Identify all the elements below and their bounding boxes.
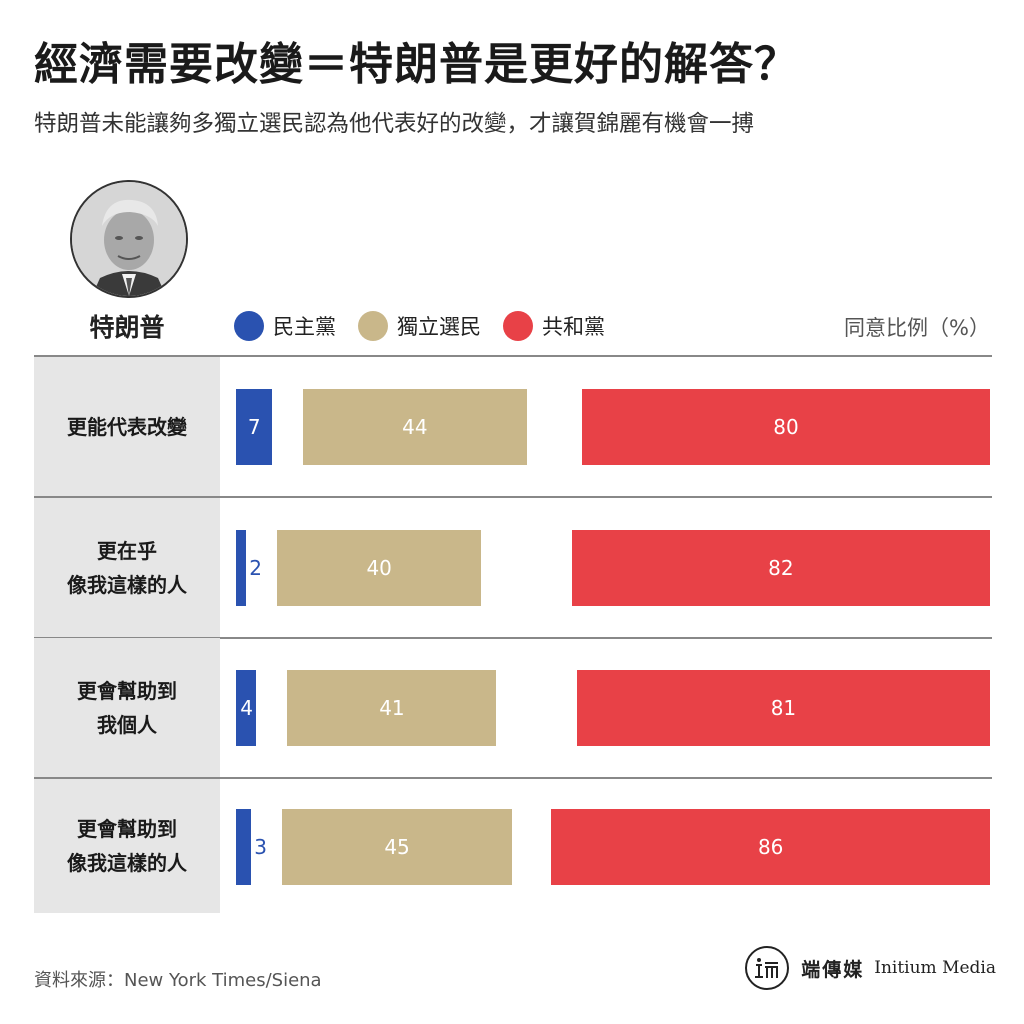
row-divider bbox=[34, 637, 992, 639]
data-label-independent: 40 bbox=[366, 556, 392, 580]
trump-portrait bbox=[70, 180, 188, 298]
data-label-republican: 80 bbox=[773, 415, 799, 439]
source-note: 資料來源：New York Times/Siena bbox=[34, 970, 322, 991]
data-label-independent: 41 bbox=[379, 696, 405, 720]
legend-dot-democrat bbox=[234, 311, 264, 341]
initium-logo-icon bbox=[745, 946, 790, 990]
row-label-background bbox=[34, 638, 220, 777]
bar-republican bbox=[571, 530, 990, 606]
legend-dot-independent bbox=[358, 311, 388, 341]
chart-subtitle: 特朗普未能讓夠多獨立選民認為他代表好的改變，才讓賀錦麗有機會一搏 bbox=[34, 111, 755, 137]
legend-item-republican: 共和黨 bbox=[503, 311, 605, 341]
data-label-independent: 44 bbox=[402, 415, 428, 439]
bar-democrat bbox=[236, 530, 247, 606]
bar-independent bbox=[277, 530, 482, 606]
top-rule bbox=[34, 355, 992, 357]
category-label: 更能代表改變 bbox=[67, 414, 187, 439]
category-label: 更在乎 像我這樣的人 bbox=[67, 538, 187, 597]
row-divider bbox=[34, 496, 992, 498]
bar-democrat bbox=[236, 670, 257, 746]
legend-item-independent: 獨立選民 bbox=[358, 311, 481, 341]
bar-independent bbox=[287, 670, 497, 746]
legend-dot-republican bbox=[503, 311, 533, 341]
data-label-democrat: 2 bbox=[249, 556, 262, 580]
legend-item-democrat: 民主黨 bbox=[234, 311, 336, 341]
brand-name-english: Initium Media bbox=[874, 958, 996, 978]
data-label-democrat: 3 bbox=[254, 834, 268, 859]
person-name: 特朗普 bbox=[89, 313, 165, 342]
data-label-republican: 82 bbox=[768, 556, 794, 580]
chart-title: 經濟需要改變＝特朗普是更好的解答？ bbox=[34, 39, 799, 90]
data-label-republican: 86 bbox=[757, 834, 784, 859]
row-label-background bbox=[34, 498, 220, 637]
unit-label: 同意比例（%） bbox=[844, 316, 990, 340]
data-label-republican: 81 bbox=[770, 696, 797, 720]
data-label-democrat: 7 bbox=[247, 415, 261, 439]
row-label-background bbox=[34, 357, 220, 496]
legend-label-republican: 共和黨 bbox=[542, 315, 605, 339]
bar-independent bbox=[302, 389, 528, 465]
bar-democrat bbox=[236, 389, 272, 465]
row-label-background bbox=[34, 779, 220, 913]
bar-republican bbox=[551, 808, 990, 885]
bar-democrat bbox=[236, 808, 252, 885]
data-label-democrat: 4 bbox=[240, 696, 253, 720]
legend: 民主黨 獨立選民 共和黨 bbox=[234, 310, 627, 342]
row-divider bbox=[34, 777, 992, 779]
bar-independent bbox=[282, 808, 512, 885]
brand: 端傳媒 Initium Media bbox=[745, 946, 996, 990]
bar-republican bbox=[582, 389, 990, 465]
bar-republican bbox=[576, 670, 990, 746]
data-label-independent: 45 bbox=[384, 834, 410, 859]
category-label: 更會幫助到 像我這樣的人 bbox=[67, 817, 187, 875]
legend-label-independent: 獨立選民 bbox=[397, 315, 481, 339]
category-label: 更會幫助到 我個人 bbox=[77, 678, 177, 737]
legend-label-democrat: 民主黨 bbox=[273, 315, 336, 339]
brand-name-chinese: 端傳媒 bbox=[801, 958, 865, 981]
